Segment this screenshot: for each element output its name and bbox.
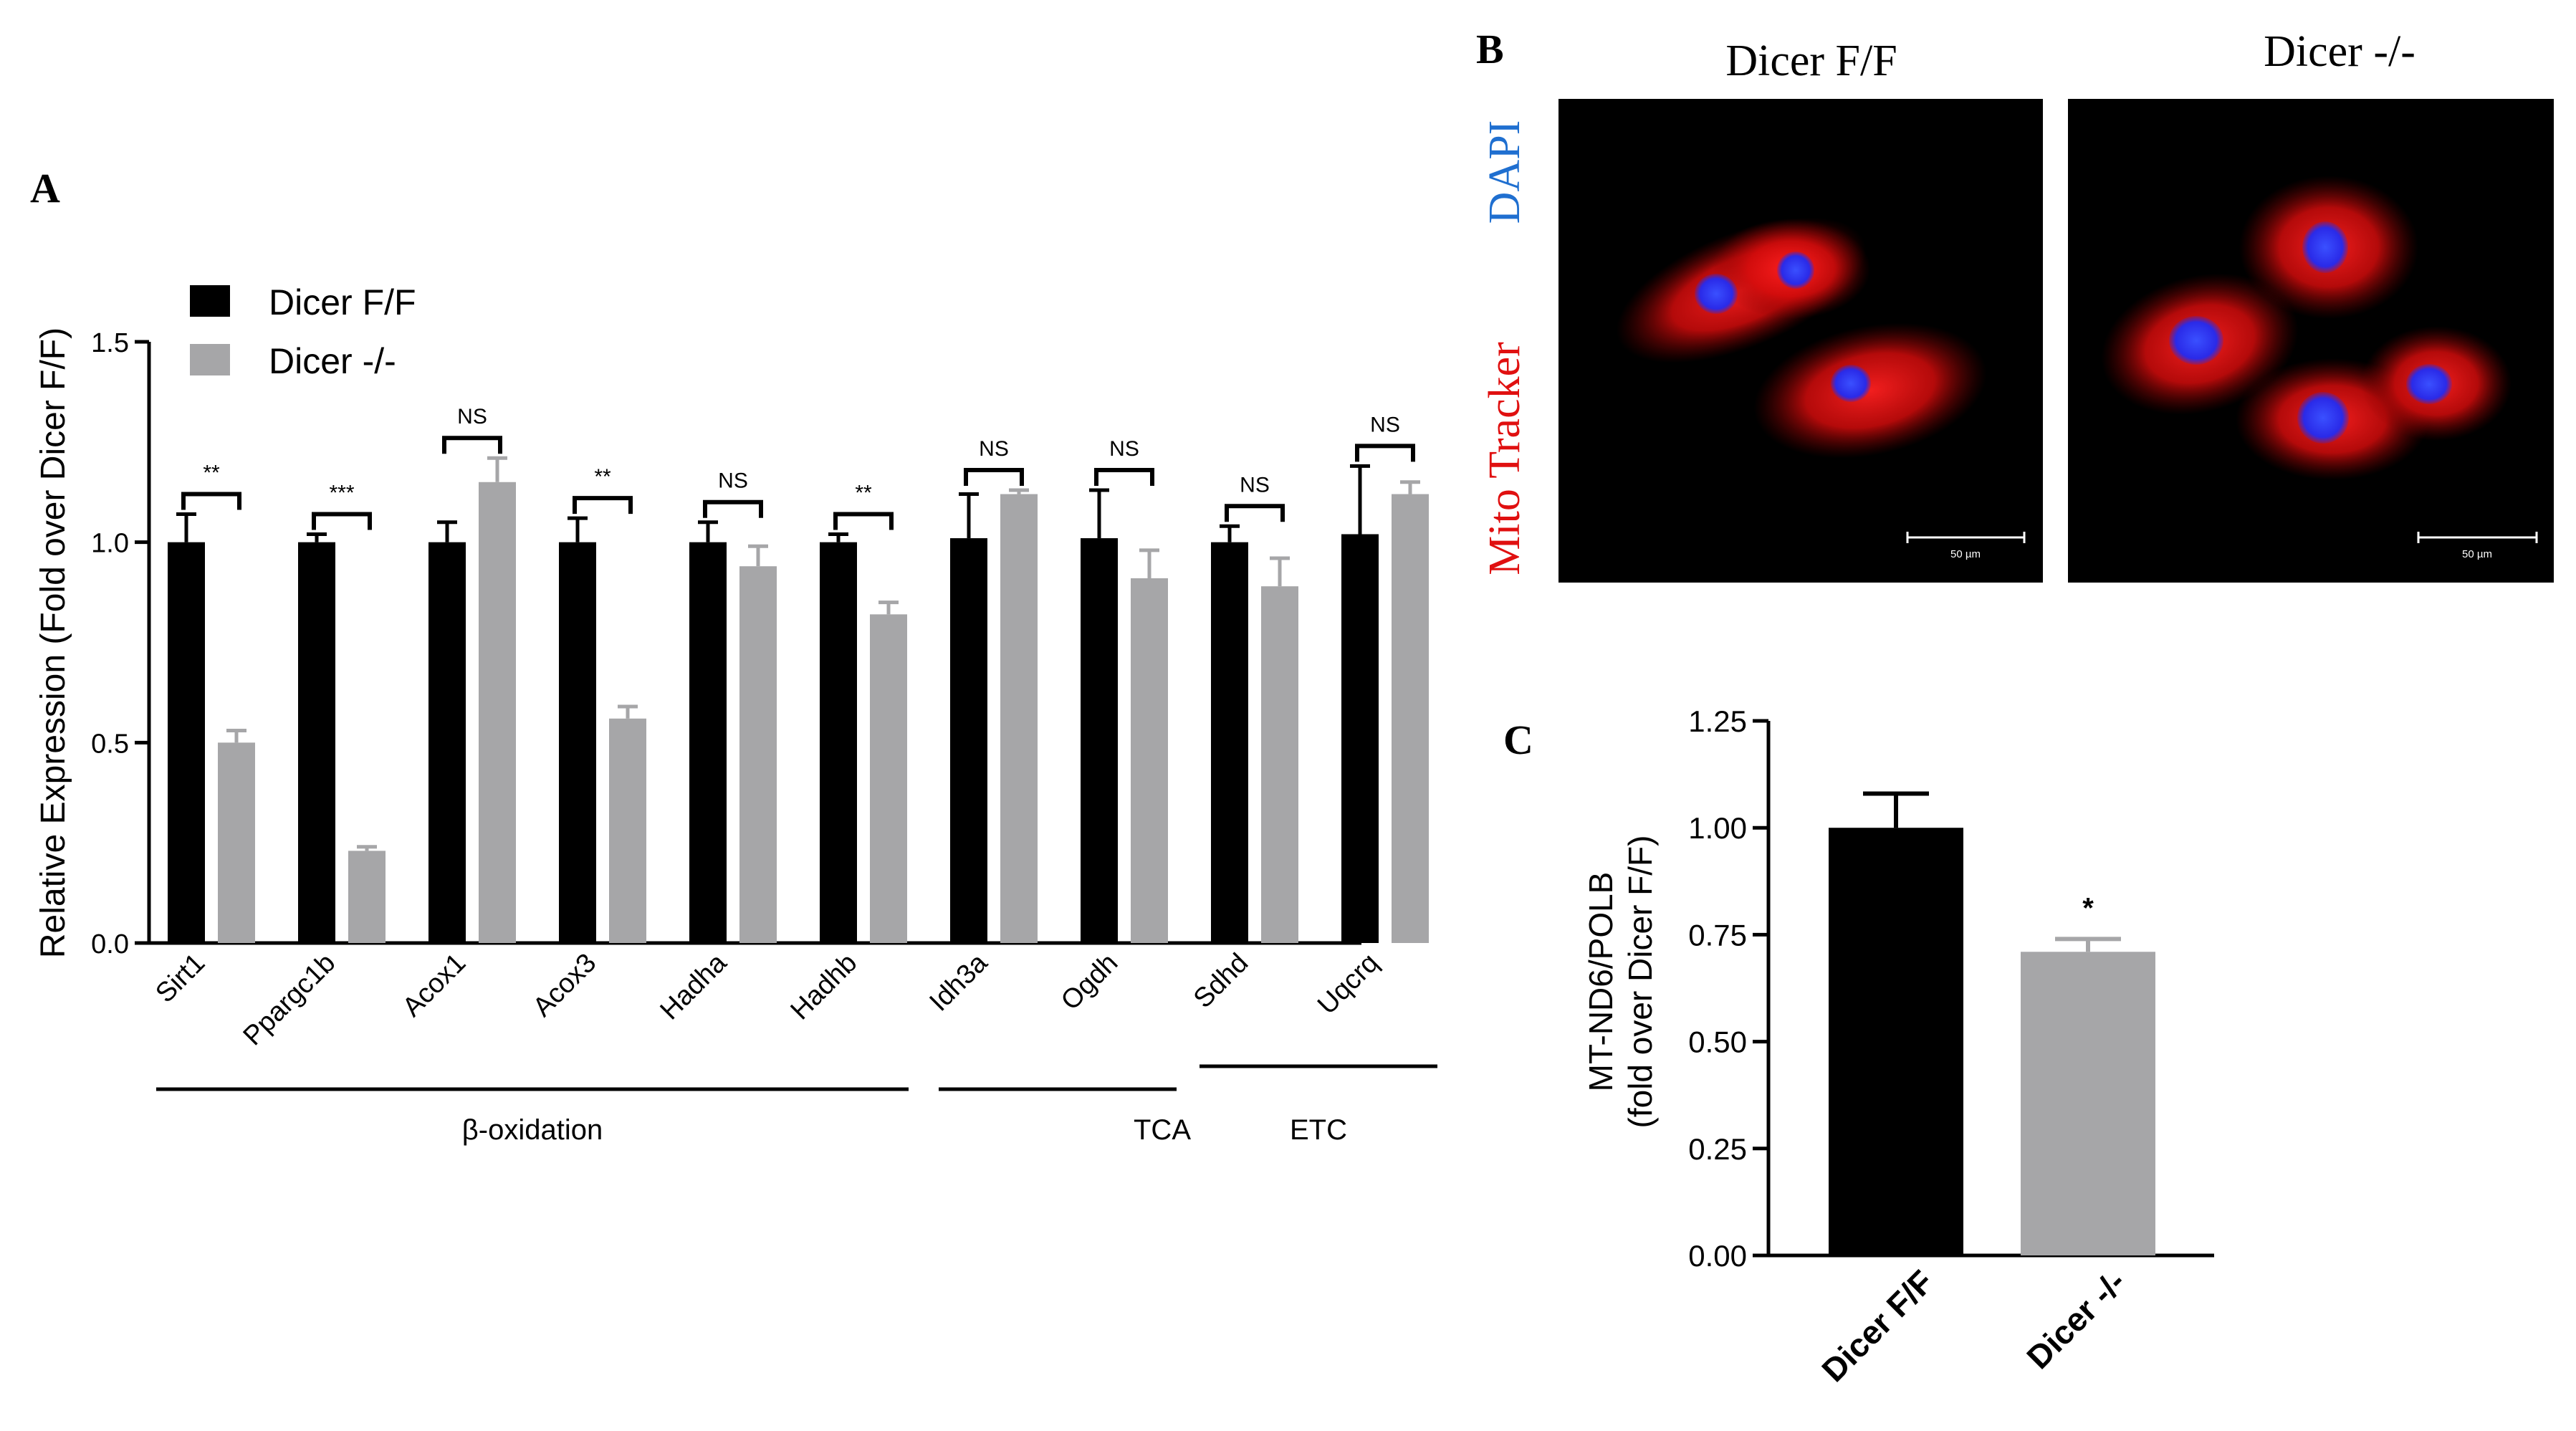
panel-c-letter: C [1503,717,1533,763]
y-tick-label: 0.0 [91,929,129,959]
category-label: Sdhd [1188,948,1254,1014]
nucleus [2297,392,2349,444]
bar-dicer-ff [1341,534,1379,943]
nucleus [1831,365,1871,402]
bar-dicer-ff [428,542,466,943]
chart-a: Relative Expression (Fold over Dicer F/F… [34,282,1437,1146]
nucleus [2169,316,2223,365]
mitotracker-stain-label: Mito Tracker [1480,342,1529,575]
bar-dicer-ff [1211,542,1248,943]
category-label: Acox3 [527,948,602,1023]
legend-label-dicer-ff: Dicer F/F [269,282,416,322]
significance-label: ** [855,481,872,504]
significance-label: * [2082,892,2094,924]
legend-swatch-dicer-ko [190,344,230,375]
group-label: TCA [1134,1114,1191,1146]
bar-dicer-ko [1392,494,1429,943]
nucleus [2406,364,2452,404]
bar-dicer-ko [218,742,255,943]
y-tick-label: 0.5 [91,729,129,759]
group-label: ETC [1290,1114,1347,1146]
y-tick-label: 0.50 [1688,1025,1747,1059]
significance-bracket [442,436,502,454]
bar-dicer-ko [1131,578,1168,943]
bar-dicer-ff [298,542,335,943]
nucleus [1777,252,1814,289]
significance-bracket [833,512,894,530]
category-label: Hadhb [785,948,863,1026]
chart-c-y-axis-label-line1: MT-ND6/POLB [1582,872,1619,1092]
category-label: Idh3a [924,947,994,1018]
scale-bar-label: 50 µm [2462,548,2492,560]
category-label: Ppargc1b [238,948,342,1052]
micrograph-panel: Dicer F/F Dicer -/- DAPI Mito Tracker 50… [1480,27,2554,583]
category-label: Dicer F/F [1814,1263,1940,1389]
chart-c-y-axis-label-line2: (fold over Dicer F/F) [1622,836,1659,1129]
significance-label: NS [1370,413,1400,436]
micrograph-dicer-ff: 50 µm [1558,99,2043,583]
significance-label: *** [329,481,354,504]
bar-dicer-ko [479,482,516,943]
significance-bracket [1225,504,1285,522]
bar-dicer-ko [1261,586,1298,943]
panel-a-letter: A [30,165,60,211]
bar-dicer-ko [348,851,386,943]
micrograph-column-label-ko: Dicer -/- [2264,27,2415,76]
bar-dicer-ff [1081,538,1118,943]
legend-swatch-dicer-ff [190,285,230,317]
category-label: Ogdh [1055,948,1124,1016]
scale-bar-label: 50 µm [1950,548,1981,560]
significance-label: NS [979,437,1009,461]
bar-dicer-ff [559,542,596,943]
chart-c: MT-ND6/POLB (fold over Dicer F/F) 0.00 0.… [1582,704,2214,1389]
chart-a-legend: Dicer F/F Dicer -/- [190,282,416,381]
category-label: Acox1 [397,948,471,1023]
y-tick-label: 1.5 [91,328,129,358]
chart-a-y-axis-label: Relative Expression (Fold over Dicer F/F… [34,327,72,958]
category-label: Uqcrq [1312,948,1384,1020]
significance-label: NS [718,469,748,493]
y-tick-label: 0.25 [1688,1132,1747,1166]
micrograph-dicer-ko: 50 µm [2068,99,2554,583]
significance-bracket [181,492,241,510]
category-label: Hadha [654,947,732,1025]
significance-label: ** [203,461,220,485]
bar-dicer-ff [168,542,205,943]
bar-dicer-ko [739,566,777,943]
category-label: Dicer -/- [2019,1263,2132,1376]
bar-dicer-ff [950,538,987,943]
legend-label-dicer-ko: Dicer -/- [269,341,396,381]
bar-dicer-ko [870,614,907,943]
panel-b-letter: B [1476,26,1504,72]
category-label: Sirt1 [150,948,211,1009]
bar-dicer-ff [820,542,857,943]
significance-label: ** [594,465,611,489]
dapi-stain-label: DAPI [1480,120,1529,224]
significance-bracket [312,512,372,530]
y-tick-label: 1.25 [1688,704,1747,738]
micrograph-column-label-ff: Dicer F/F [1725,37,1897,85]
bar-dicer-ko [2021,952,2155,1255]
y-tick-label: 0.00 [1688,1239,1747,1273]
nucleus [1695,274,1738,314]
significance-bracket [964,467,1024,486]
y-tick-label: 1.00 [1688,811,1747,845]
significance-bracket [703,499,763,518]
group-label: β-oxidation [462,1114,603,1146]
significance-label: NS [457,405,487,429]
nucleus [2302,221,2348,273]
significance-bracket [1355,444,1415,462]
bar-dicer-ko [609,718,646,943]
significance-bracket [573,496,633,515]
significance-label: NS [1109,437,1139,461]
y-tick-label: 0.75 [1688,918,1747,952]
significance-label: NS [1240,473,1270,497]
y-tick-label: 1.0 [91,529,129,559]
bar-dicer-ff [1829,828,1963,1255]
bar-dicer-ko [1000,494,1038,943]
bar-dicer-ff [689,542,727,943]
significance-bracket [1094,467,1154,486]
cell [1753,322,1987,459]
